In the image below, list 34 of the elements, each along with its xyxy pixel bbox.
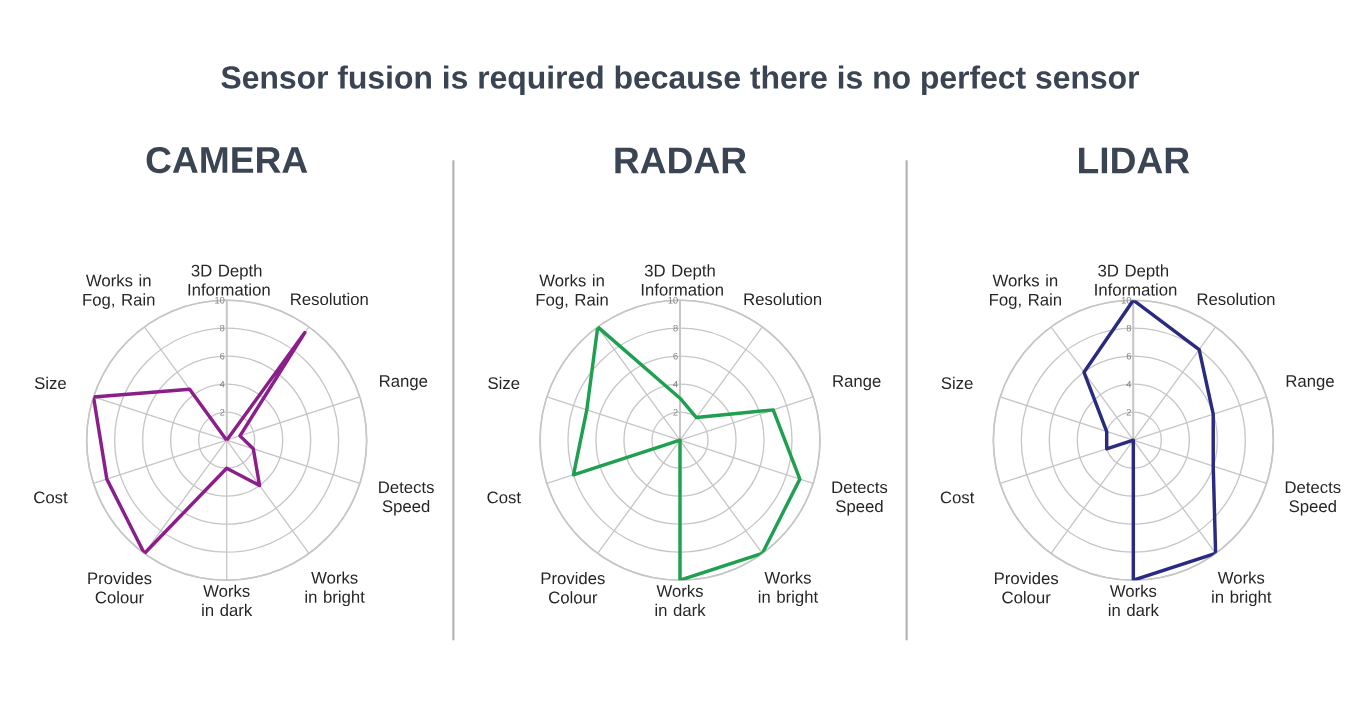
spoke-label: Detects Speed <box>832 481 888 516</box>
spoke-label: Works in bright <box>305 571 365 607</box>
text: Sensor fusion is required because there is no perfect sensor <box>221 65 1140 96</box>
spoke-label: 3D Depth Information <box>188 264 270 296</box>
spoke-label: Cost <box>940 491 975 504</box>
spoke-label: Works in bright <box>758 571 819 607</box>
spoke-label: Resolution <box>744 292 822 305</box>
spoke-label: Works in Fog, Rain <box>990 274 1061 309</box>
spoke-label: Resolution <box>291 292 368 305</box>
spoke-label: Range <box>833 375 881 391</box>
spoke-label: Size <box>941 376 973 389</box>
spoke-label: Works in bright <box>1212 571 1272 607</box>
spoke-label: Provides Colour <box>995 571 1059 604</box>
spoke-label: Works in Fog, Rain <box>536 274 608 309</box>
spoke-label: Provides Colour <box>541 571 605 604</box>
spoke-label: Size <box>488 376 520 389</box>
spoke-label: Cost <box>487 491 521 504</box>
spoke-label: Works in Fog, Rain <box>83 274 155 309</box>
spoke-label: Detects Speed <box>379 481 434 516</box>
spoke-label: Resolution <box>1197 292 1275 305</box>
spoke-label: Works in dark <box>202 584 253 617</box>
spoke-label: Range <box>380 375 428 391</box>
spoke-label: Range <box>1286 375 1334 391</box>
spoke-label: Provides Colour <box>88 571 152 604</box>
spoke-label: 3D Depth Information <box>1095 264 1177 296</box>
spoke-label: Works in dark <box>1108 584 1159 617</box>
chart-title: RADAR <box>615 147 747 174</box>
spoke-label: Cost <box>34 491 68 504</box>
spoke-label: 3D Depth Information <box>641 264 723 296</box>
chart-title: CAMERA <box>146 146 308 174</box>
spoke-label: Works in dark <box>655 584 706 617</box>
chart-title: LIDAR <box>1079 147 1190 174</box>
spoke-label: Size <box>34 376 66 389</box>
spoke-label: Detects Speed <box>1285 481 1341 516</box>
